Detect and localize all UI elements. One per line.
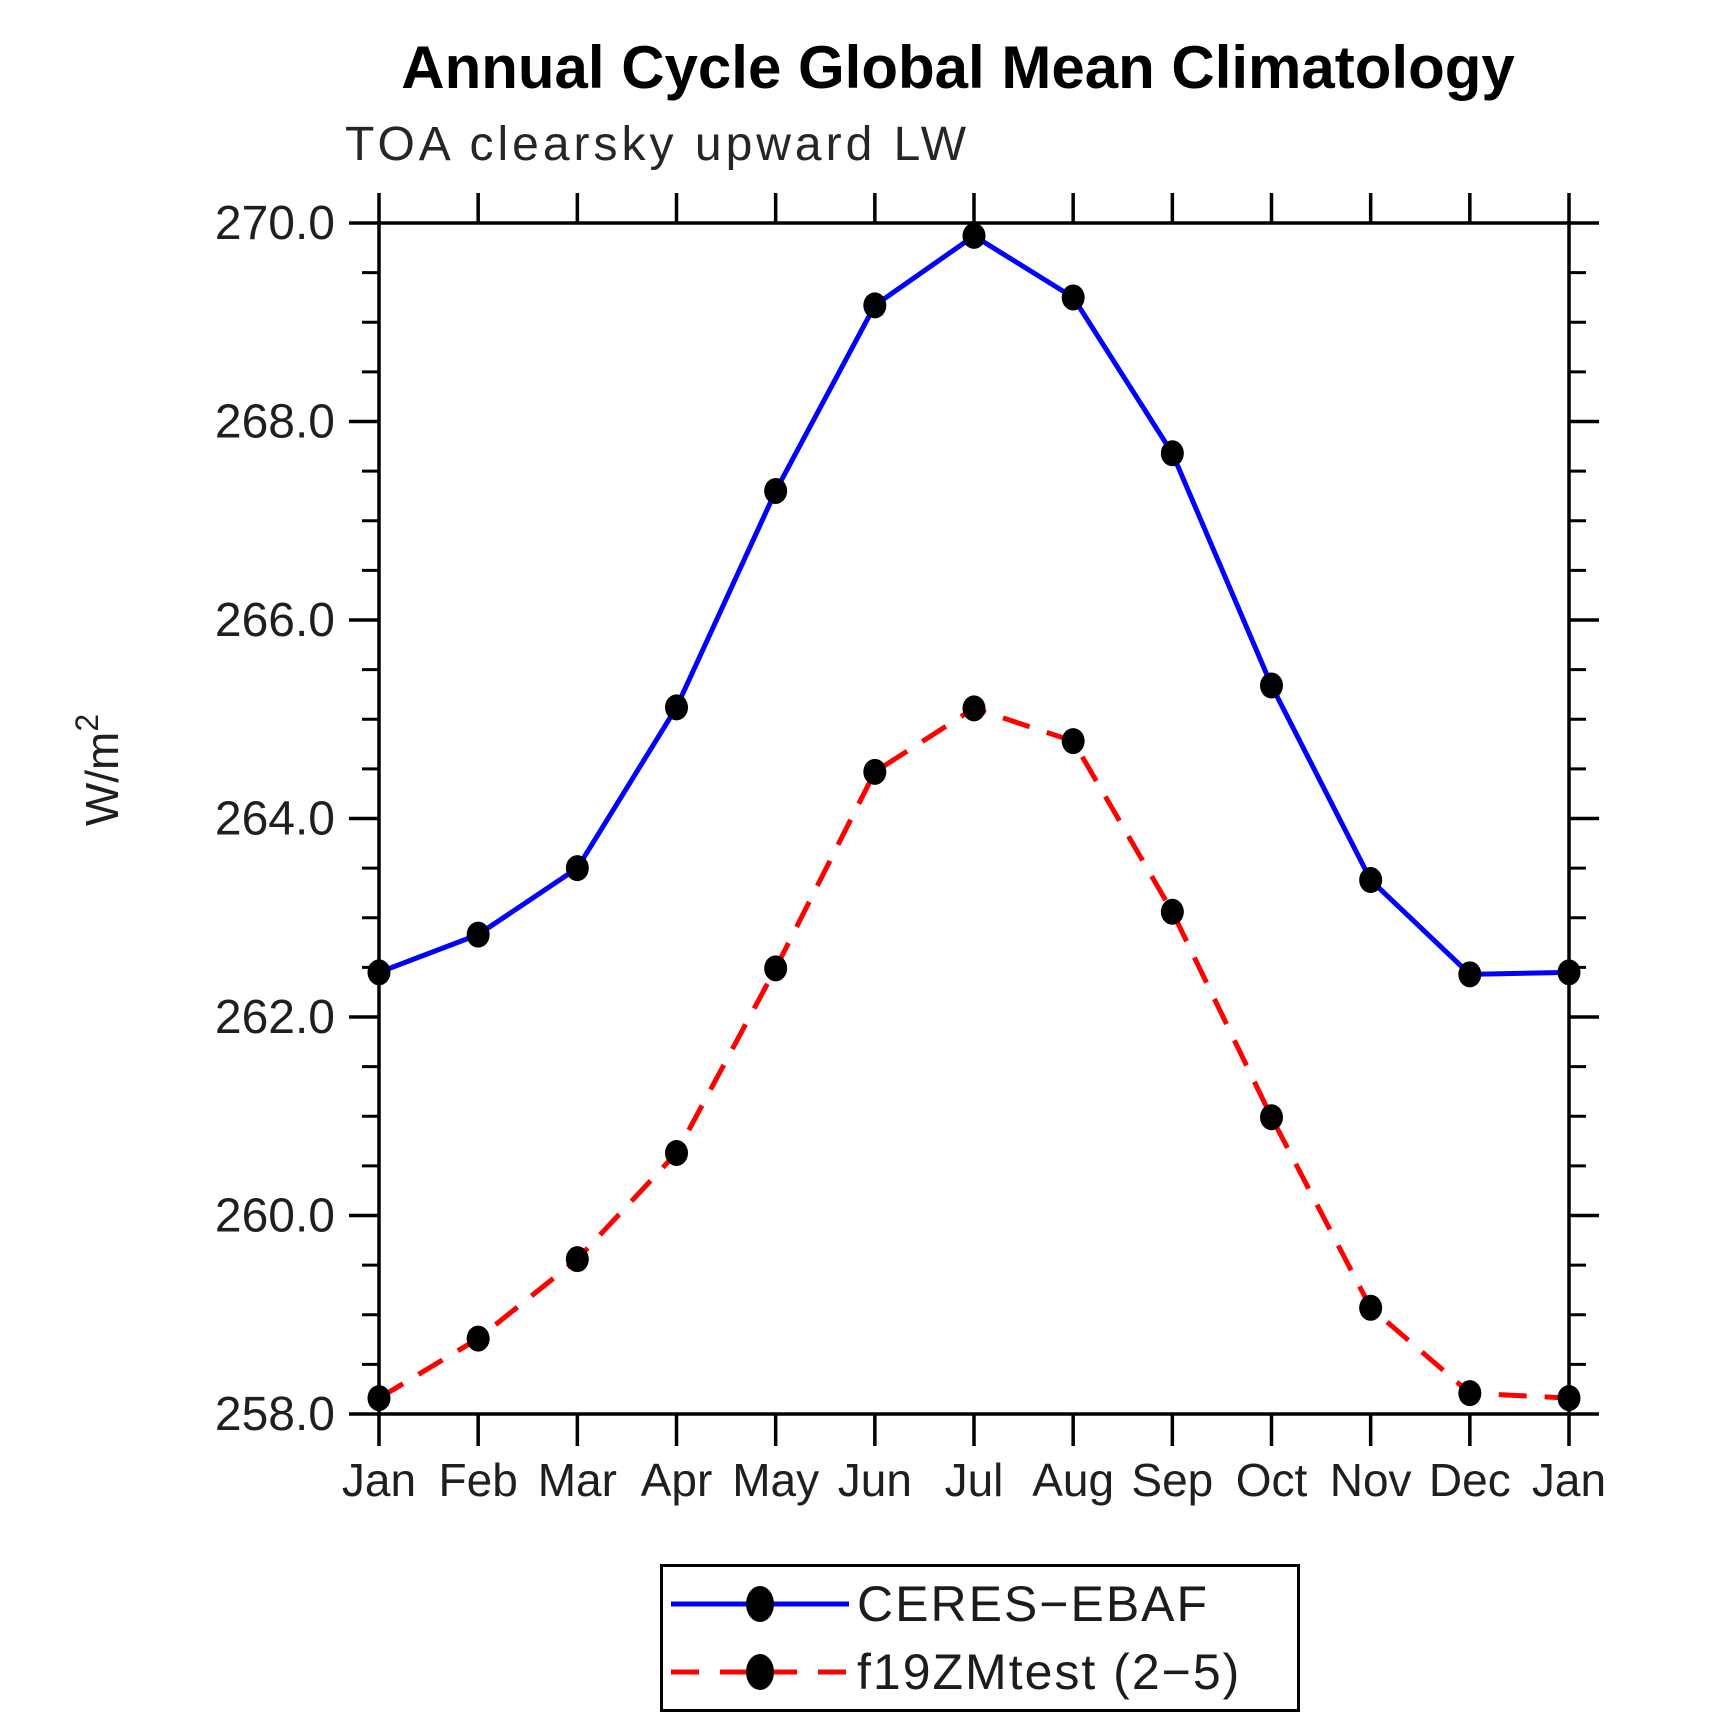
data-point-marker — [665, 1139, 688, 1166]
x-tick-label: Jul — [945, 1454, 1004, 1506]
chart-title: Annual Cycle Global Mean Climatology — [401, 34, 1515, 101]
data-point-marker — [367, 1385, 391, 1412]
data-point-marker — [565, 1246, 589, 1273]
data-point-marker — [1557, 1385, 1581, 1412]
legend-item-f19zmtest: f19ZMtest (2−5) — [663, 1640, 1297, 1704]
data-point-marker — [1260, 1104, 1283, 1131]
x-tick-label: Aug — [1032, 1454, 1114, 1506]
x-tick-label: Jan — [1532, 1454, 1606, 1506]
x-tick-label: Mar — [538, 1454, 617, 1506]
x-tick-label: Dec — [1429, 1454, 1511, 1506]
data-point-marker — [1359, 1294, 1383, 1321]
data-point-marker — [565, 855, 589, 882]
x-tick-label: May — [732, 1454, 819, 1506]
data-point-marker — [1458, 961, 1482, 988]
data-point-marker — [1160, 898, 1184, 925]
data-point-marker — [1359, 867, 1383, 894]
legend-label-ceres: CERES−EBAF — [857, 1575, 1210, 1632]
data-point-marker — [1160, 440, 1184, 467]
y-tick-label: 270.0 — [215, 197, 335, 250]
y-axis-label: W/m2 — [69, 714, 128, 826]
data-point-marker — [1458, 1380, 1482, 1407]
x-tick-label: Feb — [439, 1454, 518, 1506]
y-tick-label: 264.0 — [215, 793, 335, 846]
data-point-marker — [863, 292, 887, 319]
x-tick-label: Sep — [1131, 1454, 1213, 1506]
plot-series — [367, 222, 1581, 1412]
x-tick-label: Nov — [1330, 1454, 1412, 1506]
y-tick-label: 266.0 — [215, 594, 335, 647]
y-tick-label: 260.0 — [215, 1190, 335, 1243]
data-point-marker — [466, 921, 490, 948]
plot-axes: 258.0 260.0 262.0 264.0 266.0 268.0 270.0 Jan Fe… — [215, 193, 1606, 1506]
data-point-marker — [1260, 672, 1283, 699]
data-point-marker — [962, 695, 986, 722]
y-tick-label: 258.0 — [215, 1388, 335, 1441]
data-point-marker — [962, 222, 986, 249]
x-tick-label: Jan — [342, 1454, 416, 1506]
data-point-marker — [863, 758, 887, 785]
series-line-0 — [378, 232, 1570, 977]
x-tick-label: Jun — [838, 1454, 912, 1506]
legend: CERES−EBAF f19ZMtest (2−5) — [660, 1564, 1300, 1712]
legend-line-dashed-icon — [671, 1654, 849, 1691]
chart-subtitle: TOA clearsky upward LW — [345, 118, 970, 171]
x-tick-label: Apr — [641, 1454, 713, 1506]
data-point-marker — [665, 694, 688, 721]
x-tick-label: Oct — [1236, 1454, 1308, 1506]
data-point-marker — [1061, 728, 1085, 755]
y-tick-label: 262.0 — [215, 991, 335, 1044]
y-tick-label: 268.0 — [215, 396, 335, 449]
series-line-1 — [377, 705, 1570, 1401]
legend-label-f19zmtest: f19ZMtest (2−5) — [857, 1644, 1242, 1701]
data-point-marker — [764, 955, 788, 982]
data-point-marker — [367, 959, 391, 986]
legend-item-ceres: CERES−EBAF — [663, 1572, 1297, 1636]
data-point-marker — [1557, 959, 1581, 986]
data-point-marker — [764, 477, 788, 504]
data-point-marker — [1061, 284, 1085, 311]
legend-line-solid-icon — [671, 1585, 849, 1622]
data-point-marker — [466, 1325, 490, 1352]
plot-border — [377, 221, 1571, 1416]
